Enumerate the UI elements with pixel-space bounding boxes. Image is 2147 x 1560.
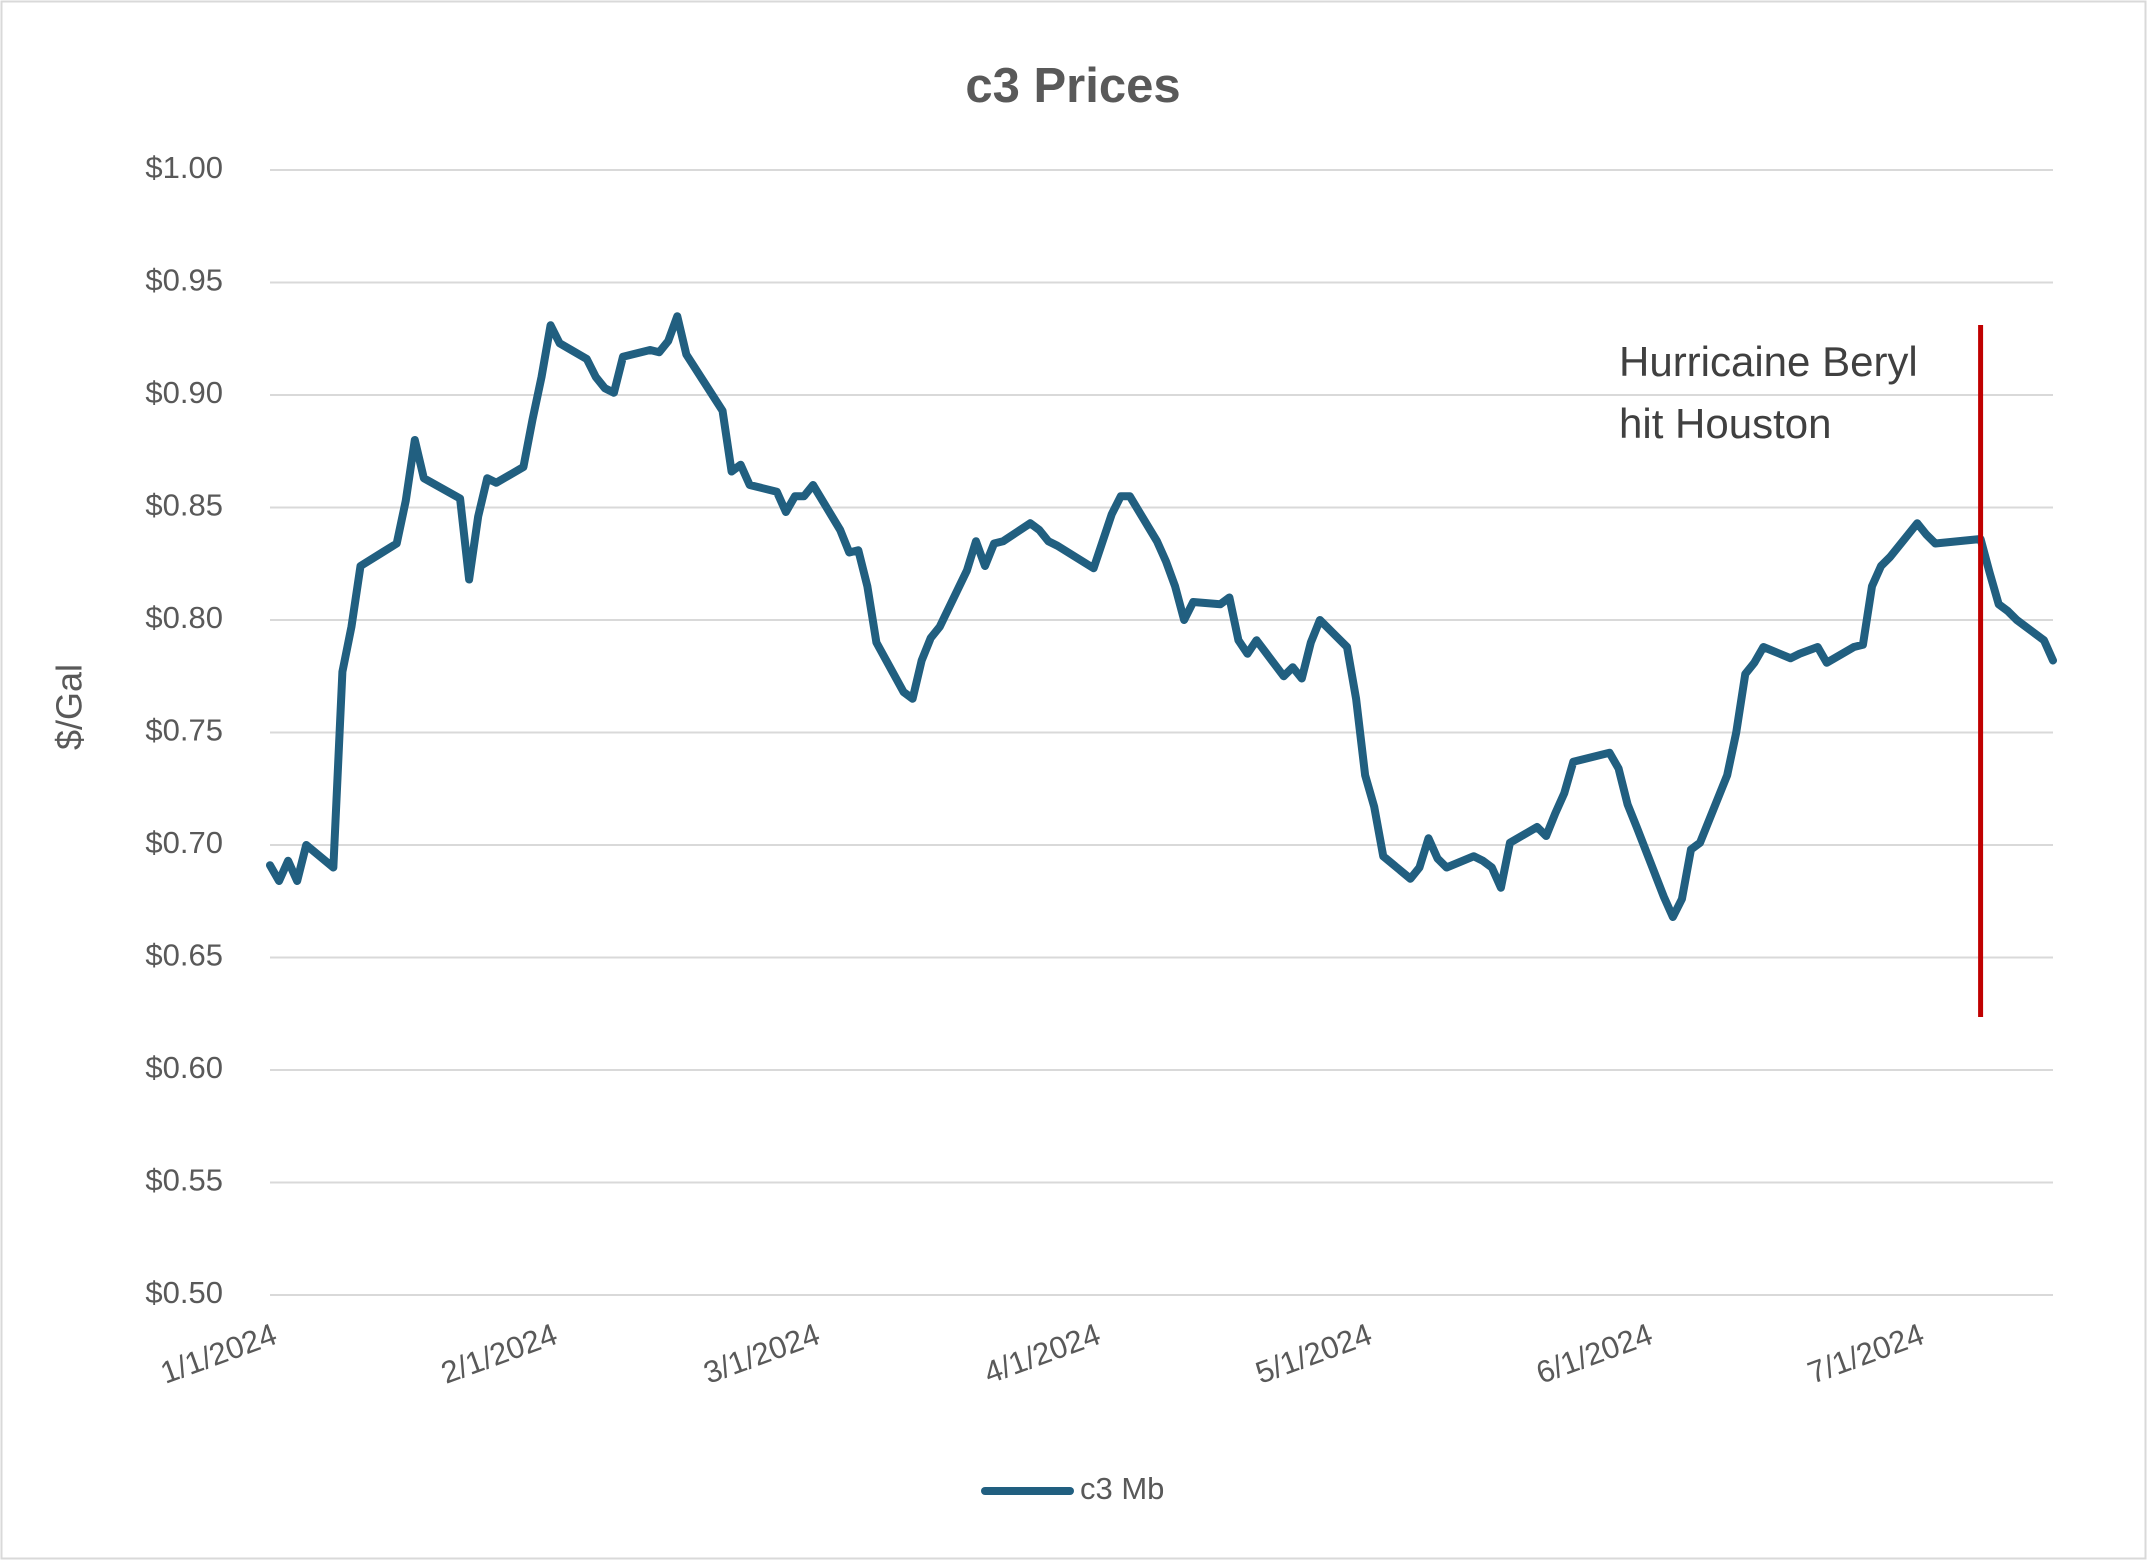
data-line xyxy=(266,312,2057,921)
y-tick-label: $0.75 xyxy=(145,713,223,748)
y-tick-label: $0.80 xyxy=(145,600,223,635)
y-tick-label: $0.50 xyxy=(145,1275,223,1310)
y-tick-label: $0.90 xyxy=(145,375,223,410)
annotation-text: Hurricaine Beryl xyxy=(1619,338,1918,385)
y-tick-label: $0.95 xyxy=(145,263,223,298)
y-tick-label: $0.55 xyxy=(145,1163,223,1198)
y-axis-label: $/Gal xyxy=(49,664,90,750)
y-tick-label: $0.65 xyxy=(145,938,223,973)
y-tick-label: $0.60 xyxy=(145,1050,223,1085)
y-tick-label: $0.70 xyxy=(145,825,223,860)
y-tick-label: $1.00 xyxy=(145,150,223,185)
legend-label: c3 Mb xyxy=(1080,1471,1164,1506)
chart-title: c3 Prices xyxy=(965,59,1180,113)
y-tick-label: $0.85 xyxy=(145,488,223,523)
annotation-text: hit Houston xyxy=(1619,400,1831,447)
